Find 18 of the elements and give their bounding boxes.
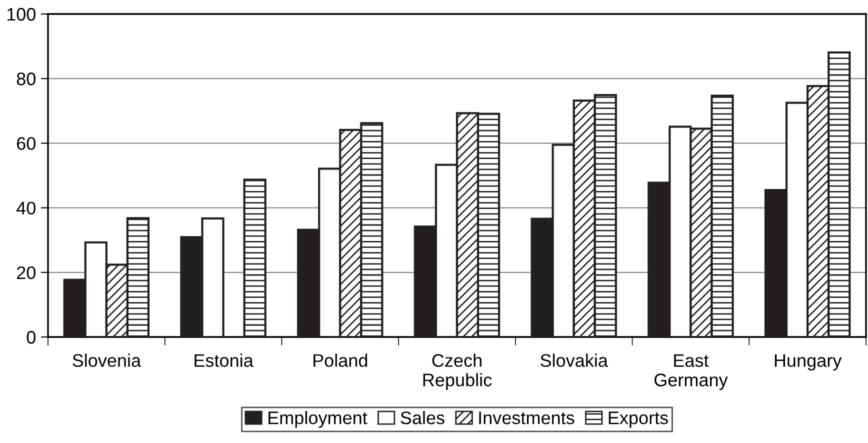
y-tick-label: 0: [26, 330, 36, 344]
x-tick-label: East Germany: [654, 354, 728, 390]
y-tick-label: 80: [16, 72, 36, 86]
bar: [243, 178, 266, 337]
x-tick-label: Estonia: [194, 354, 254, 367]
y-tick-label: 60: [17, 137, 36, 150]
y-tick-label: 40: [16, 202, 36, 215]
legend-label: Exports: [608, 412, 668, 428]
legend-label: Employment: [268, 411, 368, 428]
x-tick-label: Hungary: [774, 354, 842, 370]
y-tick-label: 20: [17, 266, 36, 280]
x-tick-label: Slovakia: [540, 354, 608, 367]
legend-label: Investments: [479, 412, 574, 424]
legend-label: Sales: [400, 411, 444, 424]
y-tick-label: 100: [7, 8, 36, 21]
x-tick-label: Slovenia: [72, 354, 142, 367]
x-tick-label: Czech Republic: [423, 354, 492, 390]
x-tick-label: Poland: [314, 354, 368, 367]
